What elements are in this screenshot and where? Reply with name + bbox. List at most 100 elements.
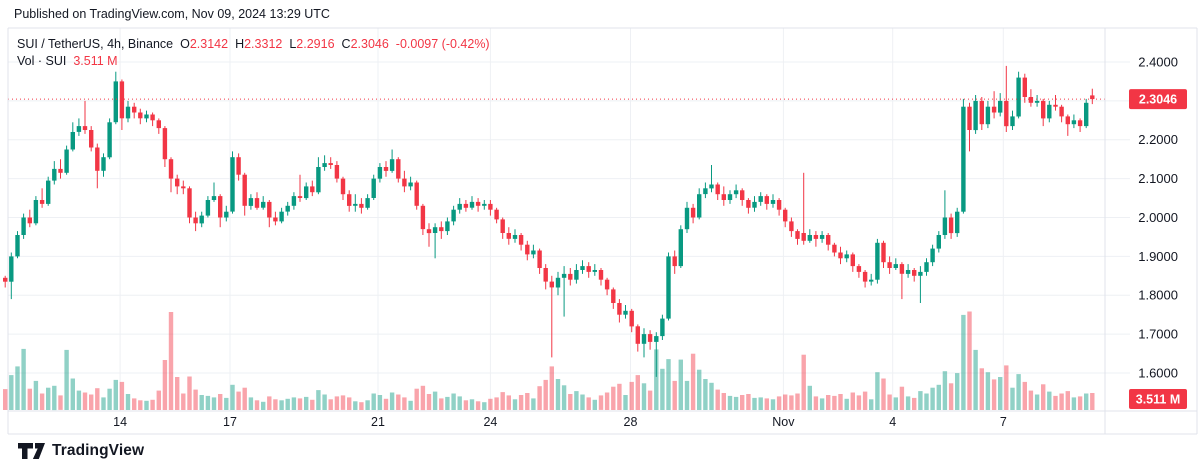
candle-body bbox=[273, 217, 278, 222]
candle-body bbox=[512, 235, 518, 239]
volume-bar bbox=[82, 392, 88, 410]
candle-body bbox=[261, 201, 266, 208]
candle-body bbox=[101, 157, 106, 171]
candle-body bbox=[629, 310, 634, 327]
volume-bar bbox=[850, 392, 855, 410]
volume-bar bbox=[1034, 394, 1040, 410]
date-axis-label: 21 bbox=[371, 415, 385, 429]
volume-bar bbox=[703, 379, 708, 410]
volume-bar bbox=[76, 390, 82, 410]
candle-body bbox=[1022, 77, 1027, 97]
volume-bars bbox=[3, 311, 1095, 411]
tradingview-brand-text: TradingView bbox=[52, 442, 145, 459]
candle-body bbox=[1016, 77, 1021, 117]
candle-body bbox=[1004, 100, 1009, 127]
volume-bar bbox=[236, 391, 241, 410]
price-axis-label: 2.0000 bbox=[1138, 210, 1178, 225]
price-axis-label: 1.6000 bbox=[1138, 366, 1178, 381]
candle-body bbox=[641, 334, 647, 344]
volume-bar bbox=[998, 377, 1003, 410]
candle-body bbox=[205, 200, 211, 216]
volume-bar bbox=[869, 399, 874, 410]
candle-body bbox=[457, 203, 462, 210]
candle-body bbox=[875, 242, 880, 280]
candle-body bbox=[991, 106, 997, 113]
volume-bar bbox=[807, 385, 812, 411]
tradingview-brand[interactable]: TradingView bbox=[18, 442, 144, 460]
volume-bar bbox=[752, 397, 757, 410]
volume-bar bbox=[408, 400, 413, 410]
candle-body bbox=[666, 256, 671, 319]
volume-bar bbox=[267, 396, 272, 410]
candle-body bbox=[586, 266, 591, 272]
candle-body bbox=[242, 174, 247, 206]
high-value: 2.3312 bbox=[244, 37, 283, 51]
volume-bar bbox=[439, 398, 444, 410]
volume-bar bbox=[21, 348, 26, 410]
candle-body bbox=[39, 200, 45, 204]
volume-bar bbox=[973, 349, 978, 410]
volume-label: Vol · SUI bbox=[17, 54, 67, 68]
volume-bar bbox=[150, 399, 155, 410]
volume-bar bbox=[623, 395, 628, 410]
volume-bar bbox=[979, 368, 984, 410]
candle-body bbox=[150, 114, 155, 121]
volume-bar bbox=[383, 398, 389, 410]
close-label: C bbox=[341, 37, 351, 51]
candle-body bbox=[862, 271, 868, 282]
volume-bar bbox=[617, 383, 622, 410]
candle-body bbox=[789, 221, 794, 232]
volume-bar bbox=[660, 368, 665, 410]
volume-bar bbox=[70, 378, 75, 410]
candle-body bbox=[918, 271, 923, 276]
candle-body bbox=[451, 209, 456, 222]
candle-body bbox=[107, 122, 112, 158]
symbol-description: SUI / TetherUS, 4h, Binance bbox=[17, 37, 174, 51]
candle-body bbox=[973, 100, 978, 131]
candle-body bbox=[801, 233, 806, 241]
volume-bar bbox=[555, 379, 561, 410]
volume-bar bbox=[3, 389, 8, 410]
candle-body bbox=[764, 196, 769, 204]
volume-bar bbox=[52, 385, 57, 411]
volume-bar bbox=[181, 393, 186, 410]
candle-body bbox=[218, 196, 223, 218]
price-axis-label: 2.4000 bbox=[1138, 55, 1178, 70]
volume-bar bbox=[475, 401, 481, 410]
candle-body bbox=[623, 310, 628, 315]
candle-body bbox=[267, 201, 272, 218]
candle-body bbox=[211, 196, 217, 200]
candle-body bbox=[95, 147, 100, 171]
candle-body bbox=[304, 186, 309, 199]
volume-bar bbox=[187, 376, 192, 410]
candle-body bbox=[1090, 95, 1095, 100]
volume-bar bbox=[629, 381, 634, 410]
low-label: L bbox=[289, 37, 297, 51]
volume-bar bbox=[175, 377, 180, 410]
last-price-badge bbox=[1129, 89, 1187, 110]
candle-body bbox=[912, 270, 917, 276]
volume-bar bbox=[611, 386, 616, 410]
change-value: -0.0097 (-0.42%) bbox=[395, 37, 490, 51]
candle-body bbox=[856, 266, 862, 272]
candle-body bbox=[475, 201, 481, 206]
candle-body bbox=[224, 211, 229, 218]
candle-body bbox=[144, 114, 149, 119]
volume-bar bbox=[844, 398, 849, 410]
last-price-badge-text: 2.3046 bbox=[1139, 93, 1177, 107]
volume-bar bbox=[580, 394, 585, 410]
volume-bar bbox=[291, 397, 297, 410]
volume-bar bbox=[1010, 387, 1015, 410]
volume-bar bbox=[432, 391, 438, 410]
volume-bar bbox=[58, 395, 63, 410]
high-label: H bbox=[235, 37, 245, 51]
candle-body bbox=[985, 106, 991, 125]
volume-bar bbox=[15, 366, 20, 410]
candle-body bbox=[948, 217, 954, 234]
candle-body bbox=[678, 229, 683, 267]
candle-body bbox=[408, 182, 413, 187]
volume-bar bbox=[770, 399, 776, 410]
candle-body bbox=[1028, 97, 1034, 103]
volume-bar bbox=[905, 396, 911, 410]
volume-bar bbox=[801, 354, 806, 410]
